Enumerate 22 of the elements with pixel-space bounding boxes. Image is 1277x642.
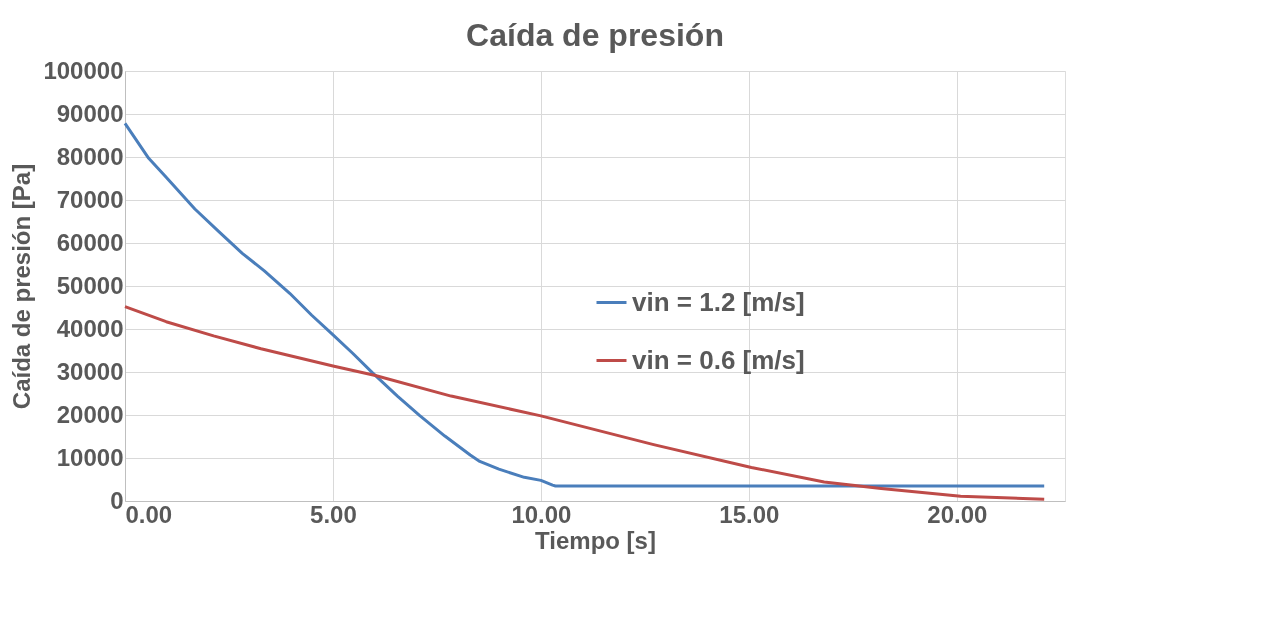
- x-tick-label: 20.00: [927, 500, 988, 528]
- y-tick-label: 100000: [43, 56, 124, 84]
- chart-title: Caída de presión: [466, 17, 724, 53]
- line-series: [123, 121, 1046, 488]
- y-tick-label: 0: [110, 486, 124, 514]
- y-tick-label: 40000: [56, 314, 124, 342]
- y-tick-label: 30000: [56, 357, 124, 385]
- x-tick-label: 5.00: [310, 500, 357, 528]
- y-tick-label: 20000: [56, 400, 124, 428]
- x-axis-title: Tiempo [s]: [535, 526, 656, 554]
- y-tick-label: 70000: [56, 185, 124, 213]
- x-tick-label: 10.00: [511, 500, 572, 528]
- y-tick-label: 60000: [56, 228, 124, 256]
- x-tick-label: 0.00: [125, 500, 173, 528]
- y-tick-label: 50000: [56, 271, 124, 299]
- y-tick-label: 80000: [56, 142, 124, 170]
- legend-label: vin = 0.6 [m/s]: [632, 344, 805, 375]
- y-axis-title: Caída de presión [Pa]: [8, 163, 36, 410]
- legend-label: vin = 1.2 [m/s]: [632, 286, 805, 317]
- x-tick-label: 15.00: [719, 500, 780, 528]
- y-tick-label: 10000: [56, 443, 124, 471]
- y-tick-label: 90000: [56, 99, 124, 127]
